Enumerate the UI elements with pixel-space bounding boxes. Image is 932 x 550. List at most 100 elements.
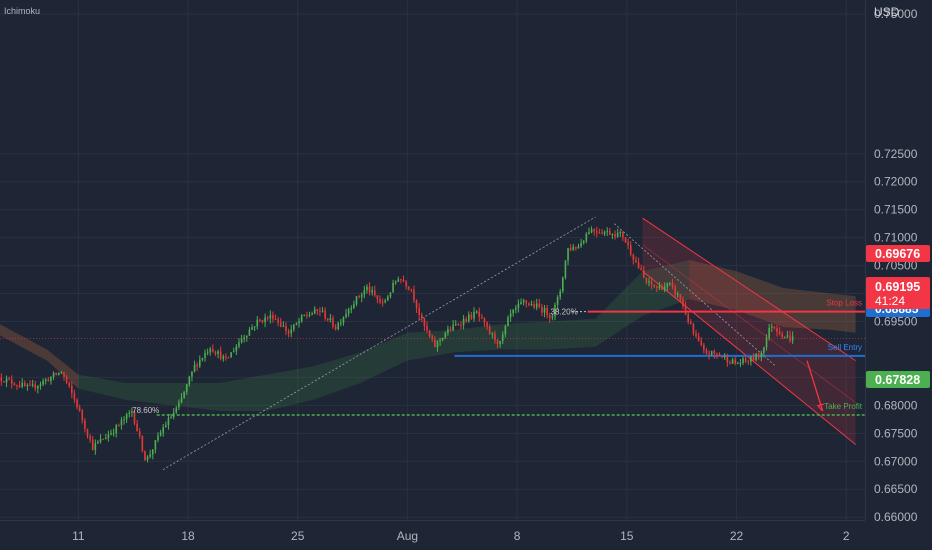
candle-body: [747, 361, 750, 363]
candle: [582, 239, 585, 245]
candle: [232, 347, 235, 353]
candle: [238, 338, 240, 349]
candles: [0, 226, 794, 463]
candle-body: [201, 357, 204, 360]
candle-body: [763, 347, 765, 353]
candle-body: [648, 281, 650, 283]
indicator-label[interactable]: Ichimoku: [4, 6, 40, 16]
candle: [162, 424, 165, 437]
candle-body: [444, 333, 447, 338]
candle-body: [206, 352, 209, 354]
candle-body: [16, 385, 18, 387]
candle-body: [606, 230, 609, 232]
candle: [629, 241, 632, 257]
candle: [718, 352, 721, 357]
candle: [420, 312, 423, 322]
candle: [632, 253, 635, 265]
candle: [569, 244, 572, 252]
candle-body: [635, 259, 637, 263]
candle-body: [428, 330, 431, 337]
candle-body: [379, 298, 381, 303]
candle: [259, 318, 261, 323]
candle: [306, 311, 308, 319]
candle-body: [603, 231, 606, 234]
candle: [522, 298, 525, 306]
candle-body: [37, 386, 39, 389]
candle-body: [501, 334, 504, 341]
candle-body: [718, 354, 721, 357]
time-axis[interactable]: 11 18 25 Aug 8 15 22 2: [72, 529, 850, 543]
candle: [34, 380, 37, 392]
candle: [689, 319, 692, 325]
candle-body: [146, 456, 149, 460]
candle: [757, 352, 760, 360]
cloud-bearish-segment: [0, 324, 79, 389]
candle: [170, 413, 172, 419]
time-tick-label: 18: [181, 529, 195, 543]
candle: [601, 229, 603, 235]
candle-body: [528, 303, 530, 305]
candle-body: [332, 318, 334, 327]
candle: [26, 383, 29, 391]
candle-body: [512, 309, 515, 314]
candle-body: [551, 316, 554, 318]
candle-body: [71, 385, 73, 394]
price-tick-label: 0.67500: [874, 426, 918, 440]
candle-body: [710, 351, 713, 355]
candle-body: [248, 329, 251, 336]
annotations: 78.60% 38.20% Stop Loss Sell Entry Take …: [132, 299, 863, 415]
current-price-text: 0.69195: [875, 280, 920, 294]
candle: [504, 324, 507, 338]
candle-body: [285, 325, 287, 332]
candle-body: [259, 319, 261, 321]
candle: [434, 336, 436, 348]
time-tick-label: 8: [514, 529, 521, 543]
candle: [768, 323, 770, 341]
candle-body: [65, 376, 68, 383]
candle: [373, 285, 376, 298]
candle-body: [293, 324, 295, 330]
candle-body: [31, 384, 34, 386]
candle-body: [441, 337, 444, 340]
candle: [624, 237, 627, 244]
target-arrow: [806, 360, 824, 412]
candle-body: [44, 379, 47, 381]
candle: [248, 327, 251, 337]
candle: [175, 405, 178, 414]
candle: [588, 227, 590, 235]
candle: [324, 307, 326, 321]
candle-body: [580, 242, 582, 247]
candle-body: [452, 324, 454, 331]
candle: [191, 371, 193, 382]
candle: [692, 322, 695, 336]
current-price-badge: [866, 277, 930, 309]
candle-body: [347, 309, 350, 314]
candle: [342, 316, 345, 326]
candle-body: [110, 433, 112, 435]
candle-body: [491, 333, 494, 335]
candle-body: [47, 379, 50, 382]
candle-body: [89, 436, 91, 440]
candle: [253, 325, 256, 332]
candle: [423, 317, 426, 331]
candle-body: [50, 376, 52, 382]
candle-body: [554, 304, 556, 317]
candle-body: [133, 411, 136, 424]
price-tick-label: 0.71500: [874, 203, 918, 217]
candle-body: [21, 382, 24, 387]
candle-body: [656, 286, 658, 289]
candle: [316, 308, 319, 315]
candle-body: [674, 286, 676, 295]
candle: [269, 310, 272, 324]
candle: [389, 292, 392, 299]
candle-body: [358, 296, 360, 298]
candle-body: [682, 299, 684, 307]
candle-body: [515, 307, 517, 310]
candle-body: [253, 326, 256, 328]
candle: [710, 350, 713, 356]
candle: [206, 348, 209, 356]
candle-body: [55, 373, 57, 375]
candle-body: [548, 315, 551, 318]
candle: [562, 276, 564, 293]
